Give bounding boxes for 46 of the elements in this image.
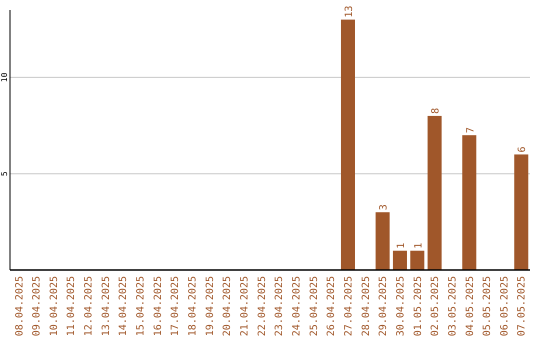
x-tick-label: 21.04.2025 [240,276,251,336]
data-label: 1 [413,242,424,249]
bar [340,20,355,270]
data-label: 3 [378,204,390,210]
x-tick-label: 05.05.2025 [482,276,494,336]
x-tick-label: 26.04.2025 [326,276,338,336]
x-tick-label: 14.04.2025 [118,276,130,336]
x-tick-label: 23.04.2025 [274,276,286,336]
x-tick-label: 25.04.2025 [308,276,320,336]
x-tick-label: 06.05.2025 [499,276,510,336]
data-label: 8 [430,108,442,114]
bar [410,250,424,270]
data-label: 7 [465,127,476,134]
x-tick-label: 22.04.2025 [256,276,268,336]
x-tick-label: 01.05.2025 [412,276,424,336]
x-tick-label: 19.04.2025 [204,276,216,336]
x-tick-label: 28.04.2025 [360,276,372,336]
x-tick-label: 04.05.2025 [464,276,476,336]
data-label: 1 [396,242,407,249]
x-tick-label: 30.04.2025 [395,276,406,336]
x-tick-label: 03.05.2025 [447,276,458,336]
x-tick-label: 29.04.2025 [378,276,390,336]
x-tick-label: 11.04.2025 [66,276,78,336]
x-tick-label: 07.05.2025 [516,276,528,336]
x-tick-label: 02.05.2025 [430,276,442,336]
y-tick-label: 5 [0,171,9,176]
x-tick-label: 27.04.2025 [343,276,354,336]
x-tick-label: 10.04.2025 [48,276,60,336]
x-tick-label: 13.04.2025 [100,276,112,336]
x-tick-label: 09.04.2025 [32,276,43,336]
y-tick-label: 10 [0,72,9,82]
data-label: 13 [344,6,355,18]
bar [462,135,476,270]
bar [514,154,528,270]
x-tick-label: 16.04.2025 [152,276,164,336]
x-tick-label: 24.04.2025 [291,276,302,336]
data-label: 6 [517,146,528,152]
bar [376,212,390,270]
x-tick-label: 15.04.2025 [136,276,147,336]
x-tick-label: 08.04.2025 [14,276,26,336]
x-tick-label: 12.04.2025 [84,276,95,336]
bar [392,250,407,270]
x-tick-label: 20.04.2025 [222,276,234,336]
bar [428,116,442,270]
x-tick-label: 18.04.2025 [188,276,199,336]
x-tick-label: 17.04.2025 [170,276,182,336]
